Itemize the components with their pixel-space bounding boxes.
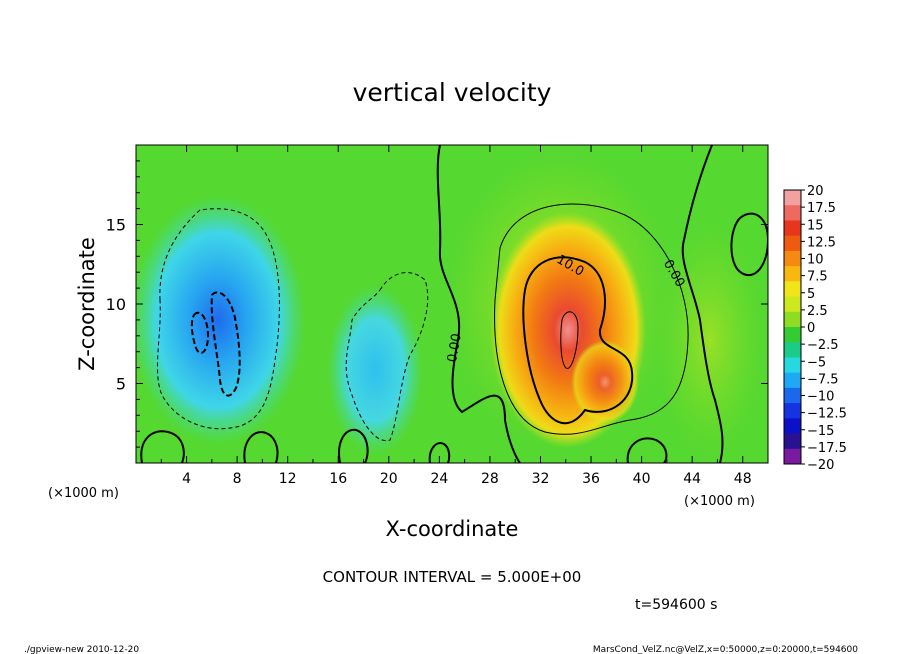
y-tick-label: 10 <box>106 295 126 314</box>
plot-field <box>136 145 768 463</box>
colorbar-swatch <box>784 205 801 221</box>
colorbar-swatch <box>784 387 801 404</box>
x-tick-label: 20 <box>380 471 398 487</box>
footer-right: MarsCond_VelZ.nc@VelZ,x=0:50000,z=0:2000… <box>593 645 858 654</box>
colorbar-label: 12.5 <box>807 235 836 250</box>
footer-left: ./gpview-new 2010-12-20 <box>24 645 139 654</box>
downdraft-region-2 <box>327 285 423 455</box>
colorbar-swatch <box>784 448 801 465</box>
colorbar-label: −12.5 <box>807 407 847 422</box>
contour-minus5-2 <box>345 272 429 442</box>
colorbar <box>783 189 802 465</box>
colorbar-labels: 20 17.5 15 12.5 10 7.5 5 2.5 0 −2.5 −5 −7.5 −10 −12.5… <box>801 184 847 473</box>
colorbar-label: −10 <box>807 390 834 405</box>
y-tick-label: 15 <box>106 216 126 235</box>
contour-label: 0.00 <box>445 332 465 363</box>
colorbar-swatch <box>784 296 801 313</box>
colorbar-swatch <box>784 235 801 252</box>
y-axis-ticks: 5 10 15 <box>106 160 768 448</box>
colorbar-label: 15 <box>807 218 824 233</box>
colorbar-label: −5 <box>807 355 826 370</box>
contour-minus10-2 <box>190 311 210 354</box>
contour-zero-cell-4 <box>428 442 451 463</box>
time-text: t=594600 s <box>635 597 717 613</box>
contour-zero-east-cell <box>730 212 768 277</box>
contour-minus10 <box>210 291 241 397</box>
y-tick-label: 5 <box>116 375 126 394</box>
colorbar-swatch <box>784 281 801 298</box>
x-tick-label: 44 <box>683 471 701 487</box>
colorbar-swatch <box>784 266 801 282</box>
x-tick-label: 12 <box>279 471 297 487</box>
x-axis-label: X-coordinate <box>386 517 519 541</box>
colorbar-swatch <box>784 342 801 358</box>
colorbar-label: −17.5 <box>807 441 847 456</box>
contour-zero-cell-5 <box>626 437 668 463</box>
x-unit-label-left: (×1000 m) <box>48 486 119 501</box>
x-axis-ticks: 4 8 12 16 20 24 28 32 36 40 44 48 <box>160 145 752 487</box>
colorbar-label: 0 <box>807 321 815 336</box>
colorbar-swatch <box>784 403 801 419</box>
colorbar-swatch <box>784 357 801 374</box>
x-tick-label: 4 <box>182 471 191 487</box>
contour-10 <box>522 256 634 425</box>
colorbar-label: 5 <box>807 287 815 302</box>
contour-zero-east <box>681 145 724 463</box>
x-tick-label: 24 <box>430 471 448 487</box>
colorbar-label: −7.5 <box>807 372 839 387</box>
colorbar-swatch <box>784 311 801 328</box>
colorbar-label: −2.5 <box>807 338 839 353</box>
x-tick-label: 40 <box>633 471 651 487</box>
warm-region-east <box>655 220 765 460</box>
downdraft-region <box>136 195 306 445</box>
contour-zero-cell-3 <box>338 428 369 463</box>
colorbar-label: −20 <box>807 458 834 473</box>
x-tick-label: 36 <box>582 471 600 487</box>
x-tick-label: 28 <box>481 471 499 487</box>
contour-labels: 10.00.000.00 <box>445 252 687 363</box>
x-tick-label: 48 <box>734 471 752 487</box>
contour-zero-cell-2 <box>243 430 279 463</box>
colorbar-swatch <box>784 372 801 389</box>
colorbar-label: −15 <box>807 424 834 439</box>
contour-interval-text: CONTOUR INTERVAL = 5.000E+00 <box>323 568 582 586</box>
x-tick-label: 32 <box>532 471 550 487</box>
colorbar-label: 10 <box>807 253 824 268</box>
chart-title: vertical velocity <box>353 78 552 107</box>
x-unit-label-right: (×1000 m) <box>684 494 755 509</box>
contour-zero-west <box>436 145 521 463</box>
colorbar-label: 20 <box>807 184 824 199</box>
colorbar-label: 2.5 <box>807 304 828 319</box>
colorbar-label: 7.5 <box>807 270 828 285</box>
colorbar-swatch <box>784 433 801 450</box>
contour-zero-cell-1 <box>140 430 185 463</box>
y-axis-label: Z-coordinate <box>75 237 99 371</box>
colorbar-swatch <box>784 220 801 237</box>
colorbar-swatch <box>784 190 801 206</box>
colorbar-swatch <box>784 250 801 267</box>
contour-5 <box>494 203 689 435</box>
x-tick-label: 8 <box>233 471 242 487</box>
x-tick-label: 16 <box>329 471 347 487</box>
contour-15 <box>560 311 579 369</box>
contour-minus5 <box>157 208 280 430</box>
colorbar-label: 17.5 <box>807 201 836 216</box>
colorbar-swatch <box>784 418 801 435</box>
colorbar-swatch <box>784 327 801 343</box>
